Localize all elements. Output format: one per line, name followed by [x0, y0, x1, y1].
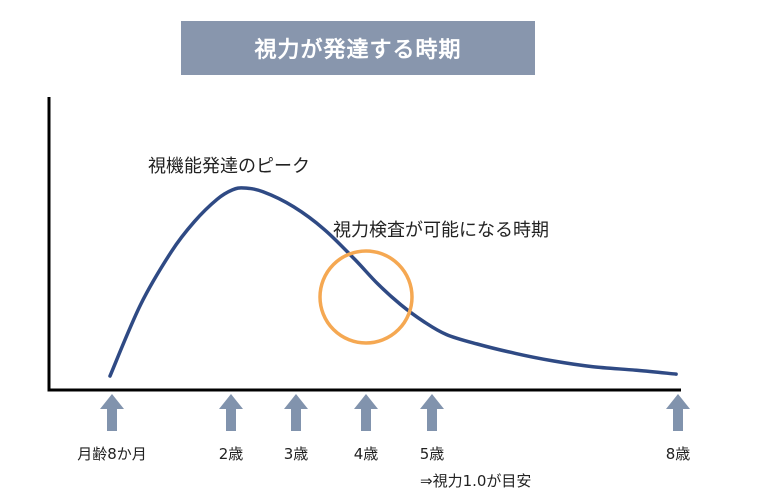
- milestone-4: 5歳: [420, 394, 445, 463]
- milestone-1: 2歳: [219, 394, 244, 463]
- milestone-0: 月齢8か月: [77, 394, 147, 463]
- milestone-arrow-icon: [354, 394, 378, 431]
- series-line-0: [108, 186, 678, 378]
- milestone-arrow-icon: [100, 394, 124, 431]
- milestone-label: 5歳: [420, 445, 445, 463]
- milestone-label: 8歳: [666, 445, 691, 463]
- milestone-arrow-icon: [219, 394, 243, 431]
- milestone-label: 3歳: [284, 445, 309, 463]
- chart-title: 視力が発達する時期: [254, 38, 462, 63]
- milestone-2: 3歳: [284, 394, 309, 463]
- milestone-arrow-icon: [284, 394, 308, 431]
- milestone-3: 4歳: [354, 394, 379, 463]
- milestone-label: 月齢8か月: [77, 445, 147, 463]
- milestone-label: 2歳: [219, 445, 244, 463]
- milestone-arrow-icon: [420, 394, 444, 431]
- milestone-label: 4歳: [354, 445, 379, 463]
- testable-annotation: 視力検査が可能になる時期: [333, 220, 549, 241]
- note-text: ⇒視力1.0が目安: [420, 472, 531, 490]
- testable-period-circle: [318, 249, 414, 345]
- title-banner: 視力が発達する時期: [181, 21, 535, 75]
- axes: [47, 97, 681, 392]
- peak-annotation: 視機能発達のピーク: [148, 156, 310, 177]
- milestone-arrow-icon: [666, 394, 690, 431]
- milestone-5: 8歳: [666, 394, 691, 463]
